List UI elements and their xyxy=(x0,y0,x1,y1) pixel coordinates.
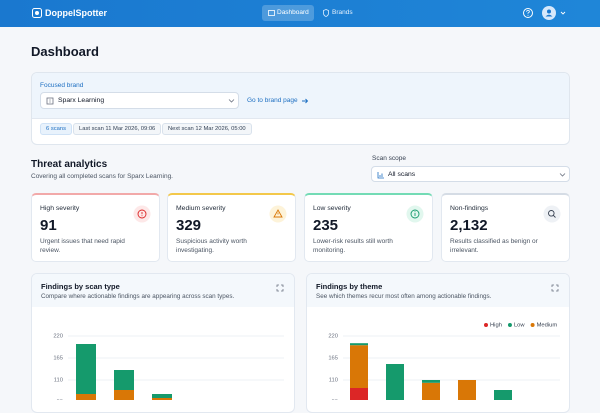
legend-label: High xyxy=(490,323,502,329)
bar-segment xyxy=(114,390,134,400)
bar-segment xyxy=(458,380,476,400)
charts-layer: 055110165220055110165220HighLowMedium xyxy=(0,0,600,400)
legend-swatch xyxy=(484,323,488,327)
y-tick-label: 220 xyxy=(53,334,63,340)
y-tick-label: 165 xyxy=(328,356,338,362)
bar-segment xyxy=(422,380,440,383)
legend-swatch xyxy=(531,323,535,327)
bar-segment xyxy=(114,370,134,390)
legend-label: Medium xyxy=(537,323,558,329)
dashboard-page: DoppelSpotter Dashboard Brands Dashboard… xyxy=(0,0,600,400)
bar-segment xyxy=(350,345,368,388)
legend-label: Low xyxy=(514,323,525,329)
bar-segment xyxy=(422,383,440,400)
bar-segment xyxy=(386,364,404,400)
bar-segment xyxy=(76,394,96,400)
bar-segment xyxy=(152,394,172,398)
legend-swatch xyxy=(508,323,512,327)
bar-segment xyxy=(494,390,512,400)
bar-segment xyxy=(76,344,96,394)
y-tick-label: 110 xyxy=(329,378,338,384)
y-tick-label: 110 xyxy=(54,378,63,384)
y-tick-label: 165 xyxy=(53,356,63,362)
y-tick-label: 220 xyxy=(328,334,338,340)
page: {"nav": {"brand": "DoppelSpotter", "link… xyxy=(0,0,600,400)
bar-segment xyxy=(350,388,368,400)
bar-segment xyxy=(350,343,368,345)
